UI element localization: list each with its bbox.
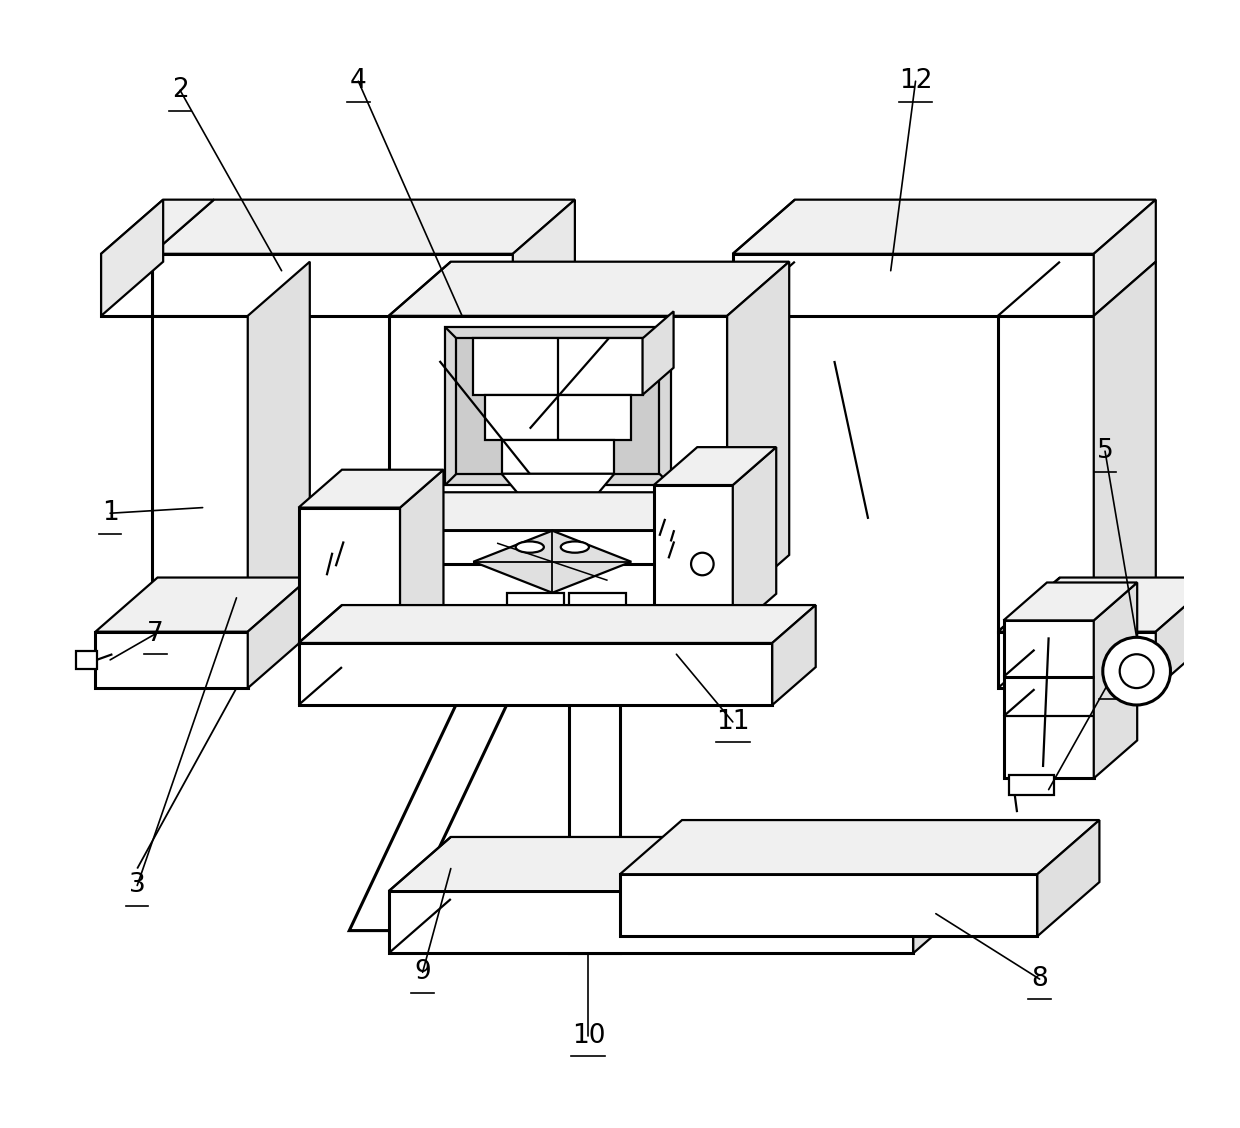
- Polygon shape: [350, 633, 541, 931]
- Polygon shape: [642, 311, 673, 395]
- Ellipse shape: [560, 541, 589, 553]
- Polygon shape: [501, 474, 614, 541]
- Polygon shape: [733, 254, 1094, 316]
- Polygon shape: [474, 531, 631, 593]
- Text: 3: 3: [129, 872, 145, 899]
- Polygon shape: [401, 530, 722, 564]
- Polygon shape: [507, 593, 564, 633]
- Polygon shape: [998, 632, 1156, 688]
- Polygon shape: [95, 632, 248, 688]
- Polygon shape: [620, 874, 1038, 936]
- Bar: [1009, 775, 1054, 795]
- Text: 5: 5: [1096, 438, 1114, 465]
- Polygon shape: [1038, 820, 1100, 936]
- Polygon shape: [620, 820, 1100, 874]
- Polygon shape: [445, 327, 671, 485]
- Polygon shape: [456, 338, 660, 474]
- Text: 4: 4: [350, 68, 367, 95]
- Polygon shape: [151, 316, 248, 632]
- Polygon shape: [1094, 200, 1156, 316]
- Circle shape: [1120, 654, 1153, 688]
- Polygon shape: [389, 609, 445, 682]
- Polygon shape: [299, 508, 401, 643]
- Polygon shape: [676, 609, 733, 682]
- Text: 1: 1: [102, 500, 119, 527]
- Polygon shape: [474, 338, 642, 395]
- Polygon shape: [389, 316, 727, 609]
- Text: 11: 11: [715, 708, 749, 735]
- Polygon shape: [653, 485, 733, 632]
- Polygon shape: [248, 578, 310, 688]
- Polygon shape: [998, 316, 1094, 632]
- Polygon shape: [102, 200, 164, 316]
- Text: 9: 9: [414, 959, 432, 986]
- Polygon shape: [485, 395, 631, 440]
- Polygon shape: [1003, 620, 1094, 778]
- Polygon shape: [501, 440, 614, 474]
- Polygon shape: [248, 262, 310, 632]
- Polygon shape: [733, 200, 1156, 254]
- Circle shape: [1102, 637, 1171, 705]
- Polygon shape: [389, 891, 914, 953]
- Polygon shape: [1156, 578, 1218, 688]
- Polygon shape: [1094, 262, 1156, 632]
- Polygon shape: [773, 605, 816, 705]
- Polygon shape: [401, 469, 444, 643]
- Polygon shape: [95, 578, 310, 632]
- Polygon shape: [914, 837, 976, 953]
- Polygon shape: [1094, 582, 1137, 778]
- Polygon shape: [1003, 582, 1137, 620]
- Polygon shape: [299, 605, 816, 643]
- Polygon shape: [299, 643, 773, 705]
- Polygon shape: [653, 447, 776, 485]
- Polygon shape: [389, 262, 789, 316]
- Polygon shape: [569, 593, 626, 633]
- Polygon shape: [389, 837, 976, 891]
- Polygon shape: [102, 254, 151, 316]
- Polygon shape: [722, 492, 765, 564]
- Circle shape: [691, 553, 714, 575]
- Polygon shape: [569, 633, 620, 953]
- Text: 8: 8: [1032, 966, 1048, 993]
- Polygon shape: [513, 200, 575, 316]
- Polygon shape: [727, 262, 789, 609]
- Text: 2: 2: [171, 77, 188, 104]
- Polygon shape: [151, 254, 513, 316]
- Text: 6: 6: [1102, 666, 1118, 693]
- Polygon shape: [299, 469, 444, 508]
- Text: 12: 12: [899, 68, 932, 95]
- Polygon shape: [151, 200, 575, 254]
- Polygon shape: [733, 447, 776, 632]
- Polygon shape: [102, 200, 215, 254]
- Ellipse shape: [516, 541, 544, 553]
- Bar: [77, 651, 97, 669]
- Text: 10: 10: [572, 1022, 605, 1049]
- Text: 7: 7: [146, 620, 164, 647]
- Polygon shape: [998, 578, 1218, 632]
- Polygon shape: [401, 492, 765, 530]
